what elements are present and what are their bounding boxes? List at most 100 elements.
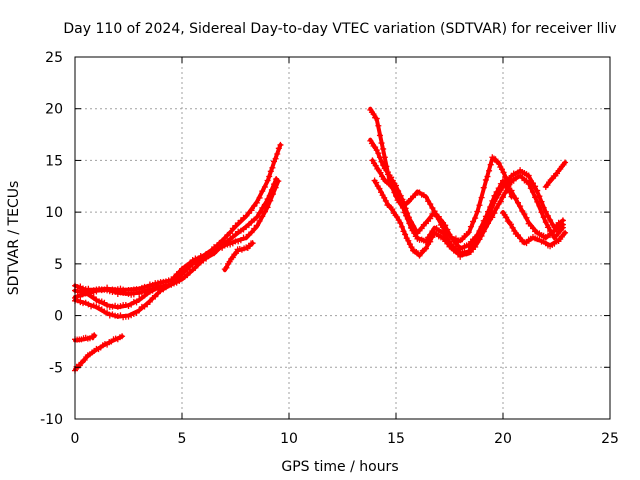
data-point bbox=[376, 154, 383, 161]
data-point bbox=[529, 188, 536, 195]
data-point bbox=[122, 302, 129, 309]
data-point bbox=[480, 184, 487, 191]
data-point bbox=[173, 277, 180, 284]
data-point bbox=[146, 288, 153, 295]
series-trace bbox=[73, 142, 283, 292]
data-point bbox=[401, 209, 408, 216]
data-point bbox=[487, 161, 494, 168]
data-point bbox=[251, 203, 258, 210]
y-tick-label: -5 bbox=[49, 360, 63, 376]
data-point bbox=[472, 243, 479, 250]
data-point bbox=[259, 188, 266, 195]
data-point bbox=[136, 307, 143, 314]
data-point bbox=[249, 240, 256, 247]
data-point bbox=[406, 220, 413, 227]
data-point bbox=[500, 169, 507, 176]
data-point bbox=[96, 286, 103, 293]
data-point bbox=[267, 168, 274, 175]
data-point bbox=[248, 207, 255, 214]
data-point bbox=[514, 199, 521, 206]
data-point bbox=[104, 309, 111, 316]
series-morning-c bbox=[72, 178, 282, 321]
data-point bbox=[427, 215, 434, 222]
data-point bbox=[253, 214, 260, 221]
data-point bbox=[272, 184, 279, 191]
data-point bbox=[544, 212, 551, 219]
plot-frame bbox=[74, 56, 611, 420]
data-point bbox=[493, 204, 500, 211]
data-point bbox=[517, 203, 524, 210]
data-point bbox=[259, 204, 266, 211]
data-point bbox=[429, 234, 436, 241]
data-point bbox=[382, 197, 389, 204]
data-point bbox=[88, 303, 95, 310]
data-point bbox=[398, 223, 405, 230]
data-point bbox=[404, 215, 411, 222]
data-point bbox=[380, 162, 387, 169]
data-point bbox=[487, 208, 494, 215]
data-point bbox=[525, 172, 532, 179]
x-tick-label: 0 bbox=[71, 431, 80, 447]
data-point bbox=[532, 194, 539, 201]
y-axis: -10 -5 0 5 10 15 20 25 bbox=[40, 50, 610, 428]
data-point bbox=[512, 195, 519, 202]
data-point bbox=[381, 194, 388, 201]
data-point bbox=[484, 173, 491, 180]
data-point bbox=[372, 162, 379, 169]
data-point bbox=[527, 185, 534, 192]
data-point bbox=[497, 187, 504, 194]
data-point bbox=[517, 235, 524, 242]
data-point bbox=[243, 234, 250, 241]
data-point bbox=[493, 194, 500, 201]
data-point bbox=[562, 159, 569, 166]
data-point bbox=[396, 194, 403, 201]
data-point bbox=[452, 239, 459, 246]
data-point bbox=[388, 174, 395, 181]
data-point bbox=[474, 208, 481, 215]
data-point bbox=[216, 244, 223, 251]
data-point bbox=[523, 214, 530, 221]
series-morning-d bbox=[72, 283, 164, 310]
data-point bbox=[465, 229, 472, 236]
data-point bbox=[408, 244, 415, 251]
data-point bbox=[495, 160, 502, 167]
data-point bbox=[375, 122, 382, 129]
data-point bbox=[256, 217, 263, 224]
data-point bbox=[459, 236, 466, 243]
data-point bbox=[427, 238, 434, 245]
data-point bbox=[497, 198, 504, 205]
data-point bbox=[472, 215, 479, 222]
data-point bbox=[119, 333, 126, 340]
y-tick-label: 15 bbox=[45, 153, 63, 169]
data-point bbox=[377, 169, 384, 176]
data-point bbox=[221, 242, 228, 249]
data-point bbox=[440, 234, 447, 241]
data-point bbox=[184, 272, 191, 279]
data-point bbox=[523, 240, 530, 247]
data-point bbox=[510, 177, 517, 184]
data-point bbox=[523, 177, 530, 184]
data-point bbox=[519, 174, 526, 181]
data-point bbox=[536, 202, 543, 209]
data-point bbox=[521, 210, 528, 217]
series-afternoon-d bbox=[371, 172, 566, 260]
data-point bbox=[101, 308, 108, 315]
data-point bbox=[275, 178, 282, 185]
data-point bbox=[146, 298, 153, 305]
data-point bbox=[277, 141, 284, 148]
data-point bbox=[138, 288, 145, 295]
data-point bbox=[372, 144, 379, 151]
data-point bbox=[272, 155, 279, 162]
data-point bbox=[532, 183, 539, 190]
data-point bbox=[106, 312, 113, 319]
y-tick-label: -10 bbox=[40, 412, 63, 428]
data-point bbox=[233, 250, 240, 257]
data-point bbox=[508, 221, 515, 228]
data-point bbox=[179, 270, 185, 277]
data-point bbox=[154, 284, 161, 291]
data-point bbox=[486, 167, 493, 174]
data-point bbox=[405, 237, 412, 244]
data-point bbox=[384, 169, 391, 176]
x-tick-label: 15 bbox=[387, 431, 405, 447]
data-point bbox=[544, 182, 551, 189]
